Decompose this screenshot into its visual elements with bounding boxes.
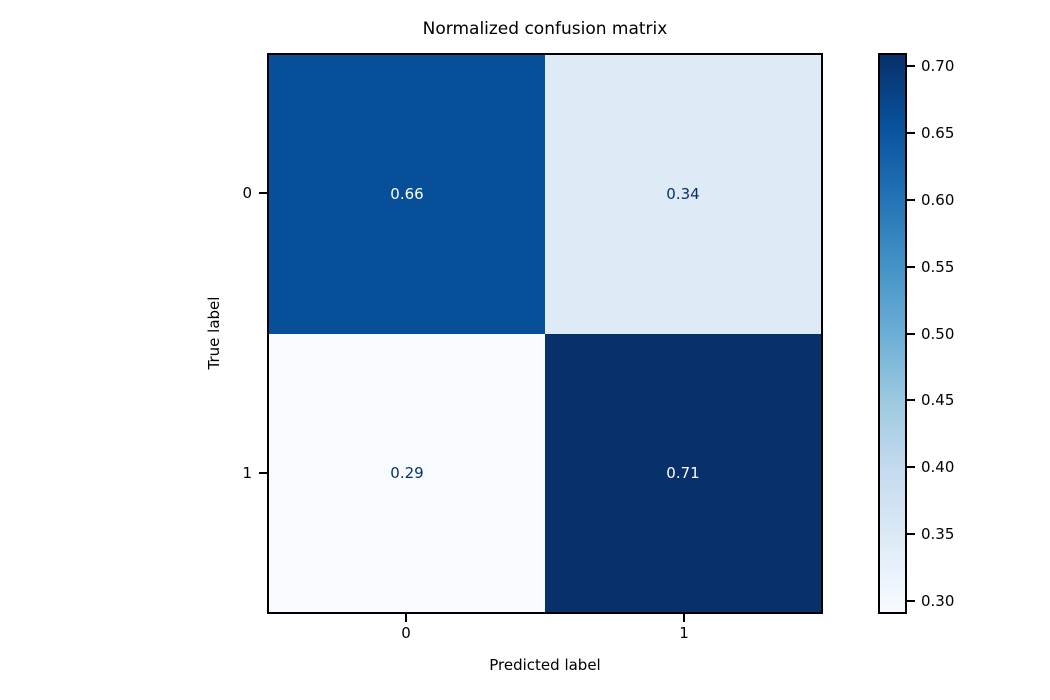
- colorbar-tick-label: 0.35: [921, 524, 955, 543]
- colorbar-tick: 0.70: [907, 57, 954, 75]
- colorbar-gradient: [878, 53, 907, 614]
- colorbar-tick-mark: [907, 132, 915, 135]
- colorbar-tick: 0.30: [907, 592, 954, 610]
- colorbar-tick-mark: [907, 532, 915, 535]
- x-tick-label-0: 0: [401, 624, 411, 642]
- colorbar-tick: 0.40: [907, 458, 954, 476]
- colorbar-tick-mark: [907, 466, 915, 469]
- y-tick-mark-0: [259, 192, 267, 194]
- colorbar-tick-mark: [907, 265, 915, 268]
- matrix-cell-01: 0.34: [545, 55, 821, 334]
- colorbar-tick-mark: [907, 599, 915, 602]
- colorbar-tick: 0.65: [907, 124, 954, 142]
- colorbar-tick: 0.45: [907, 391, 954, 409]
- colorbar-tick-label: 0.40: [921, 458, 955, 477]
- colorbar-ticks: 0.70 0.65 0.60 0.55 0.50 0.45 0.40 0.35: [907, 53, 1027, 614]
- matrix-cell-00: 0.66: [269, 55, 545, 334]
- x-tick-mark-0: [405, 614, 407, 622]
- colorbar-tick-label: 0.30: [921, 591, 955, 610]
- colorbar-tick-label: 0.60: [921, 190, 955, 209]
- y-tick-label-0: 0: [242, 184, 252, 202]
- y-axis-label: True label: [205, 296, 223, 370]
- colorbar-tick: 0.35: [907, 525, 954, 543]
- heatmap: 0.66 0.34 0.29 0.71: [267, 53, 823, 614]
- y-tick-mark-1: [259, 472, 267, 474]
- plot-title: Normalized confusion matrix: [422, 19, 668, 39]
- x-tick-label-1: 1: [679, 624, 689, 642]
- x-axis-label: Predicted label: [489, 656, 601, 674]
- matrix-cell-10: 0.29: [269, 333, 545, 612]
- colorbar-tick-mark: [907, 198, 915, 201]
- colorbar-tick-mark: [907, 399, 915, 402]
- colorbar-tick-mark: [907, 332, 915, 335]
- y-tick-label-1: 1: [242, 464, 252, 482]
- colorbar-tick-mark: [907, 65, 915, 68]
- colorbar-tick-label: 0.65: [921, 124, 955, 143]
- colorbar-tick-label: 0.70: [921, 57, 955, 76]
- colorbar-tick: 0.50: [907, 325, 954, 343]
- colorbar-tick-label: 0.45: [921, 391, 955, 410]
- colorbar-tick: 0.55: [907, 258, 954, 276]
- colorbar-tick-label: 0.50: [921, 324, 955, 343]
- x-tick-mark-1: [683, 614, 685, 622]
- colorbar-tick-label: 0.55: [921, 257, 955, 276]
- matrix-cell-11: 0.71: [545, 333, 821, 612]
- colorbar-tick: 0.60: [907, 191, 954, 209]
